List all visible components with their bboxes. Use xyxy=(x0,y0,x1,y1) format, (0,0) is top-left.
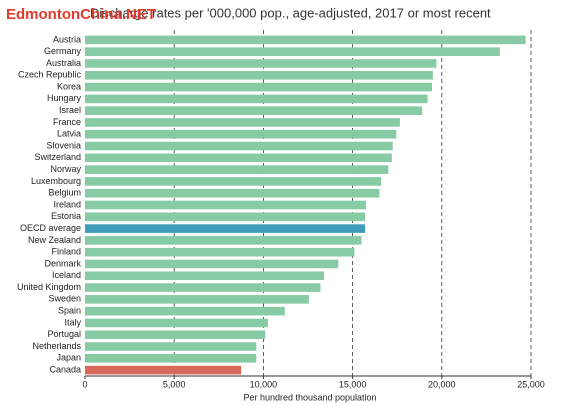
y-tick-label: Iceland xyxy=(52,270,81,280)
bar xyxy=(85,47,500,56)
bar xyxy=(85,330,266,340)
bar xyxy=(85,247,355,257)
y-tick-label: Korea xyxy=(57,81,81,91)
bar xyxy=(85,141,393,151)
y-tick-label: Estonia xyxy=(51,211,81,221)
bar xyxy=(85,224,366,233)
bar xyxy=(85,354,257,363)
bar xyxy=(85,200,366,210)
y-tick-label: Latvia xyxy=(57,129,81,139)
y-tick-label: Italy xyxy=(64,317,81,327)
x-tick-label: 20,000 xyxy=(428,379,456,389)
y-tick-label: Austria xyxy=(53,34,81,44)
y-tick-label: Slovenia xyxy=(46,140,81,150)
bar xyxy=(85,365,242,375)
y-tick-label: Portugal xyxy=(47,329,81,339)
y-tick-label: Japan xyxy=(56,353,81,363)
x-tick-label: 10,000 xyxy=(250,379,278,389)
y-tick-label: Norway xyxy=(50,164,81,174)
bar xyxy=(85,106,423,115)
bar xyxy=(85,59,437,68)
bar xyxy=(85,82,432,92)
bar xyxy=(85,177,382,186)
bar xyxy=(85,153,392,163)
bar xyxy=(85,318,268,328)
bar xyxy=(85,129,397,139)
bar xyxy=(85,188,380,198)
bar xyxy=(85,165,389,174)
watermark: EdmontonChina.NET xyxy=(6,6,156,23)
y-tick-label: Sweden xyxy=(48,294,81,304)
bar xyxy=(85,342,257,351)
y-tick-label: Germany xyxy=(44,46,82,56)
y-tick-label: Australia xyxy=(46,58,81,68)
y-tick-label: Denmark xyxy=(44,258,81,268)
x-axis-label: Per hundred thousand population xyxy=(243,392,376,402)
y-tick-label: Finland xyxy=(51,247,81,257)
chart-title: Discharge rates per '000,000 pop., age-a… xyxy=(90,5,491,20)
x-tick-label: 0 xyxy=(82,379,87,389)
bar xyxy=(85,306,285,316)
bar xyxy=(85,35,526,45)
bar xyxy=(85,236,362,245)
bar xyxy=(85,283,321,292)
y-tick-label: France xyxy=(53,117,81,127)
bar xyxy=(85,118,400,127)
x-tick-label: 15,000 xyxy=(339,379,367,389)
bar xyxy=(85,212,366,222)
bar xyxy=(85,295,309,304)
bar xyxy=(85,271,325,281)
bar xyxy=(85,259,339,269)
y-tick-label: Netherlands xyxy=(32,341,81,351)
y-tick-label: Luxembourg xyxy=(31,176,81,186)
x-tick-label: 5,000 xyxy=(163,379,186,389)
y-tick-label: New Zealand xyxy=(28,235,81,245)
bar xyxy=(85,70,433,80)
y-tick-label: Hungary xyxy=(47,93,82,103)
y-tick-label: Canada xyxy=(49,364,81,374)
y-tick-label: United Kingdom xyxy=(17,282,81,292)
y-tick-label: Ireland xyxy=(53,199,81,209)
y-tick-label: Czech Republic xyxy=(18,70,82,80)
y-tick-label: Belgium xyxy=(48,188,81,198)
y-tick-label: OECD average xyxy=(20,223,81,233)
y-tick-label: Switzerland xyxy=(34,152,81,162)
bar xyxy=(85,94,428,104)
y-tick-label: Spain xyxy=(58,306,81,316)
x-tick-label: 25,000 xyxy=(517,379,545,389)
y-tick-label: Israel xyxy=(59,105,81,115)
